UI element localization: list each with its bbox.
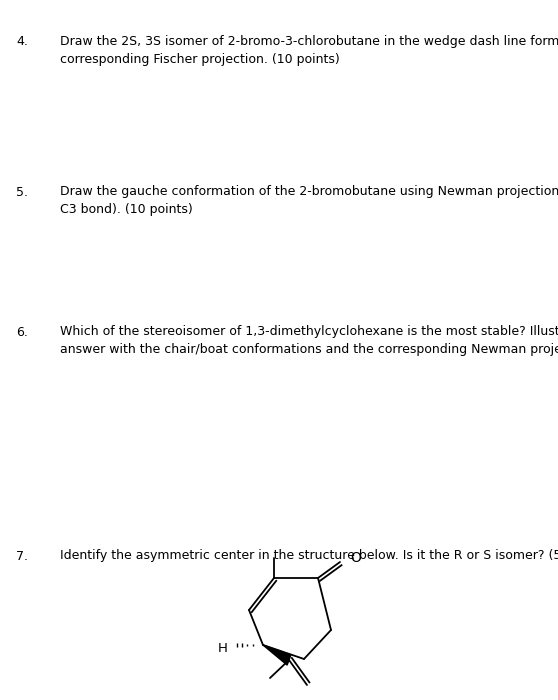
Text: 6.: 6.: [16, 326, 28, 339]
Text: 5.: 5.: [16, 186, 28, 199]
Text: H: H: [218, 641, 228, 654]
Text: Draw the 2S, 3S isomer of 2-bromo-3-chlorobutane in the wedge dash line form and: Draw the 2S, 3S isomer of 2-bromo-3-chlo…: [60, 35, 558, 66]
Polygon shape: [263, 645, 291, 665]
Text: 4.: 4.: [16, 35, 28, 48]
Text: Identify the asymmetric center in the structure below. Is it the R or S isomer? : Identify the asymmetric center in the st…: [60, 550, 558, 563]
Text: Draw the gauche conformation of the 2-bromobutane using Newman projection (along: Draw the gauche conformation of the 2-br…: [60, 186, 558, 216]
Text: 7.: 7.: [16, 550, 28, 563]
Text: O: O: [350, 551, 361, 565]
Text: Which of the stereoisomer of 1,3-dimethylcyclohexane is the most stable? Illustr: Which of the stereoisomer of 1,3-dimethy…: [60, 326, 558, 356]
